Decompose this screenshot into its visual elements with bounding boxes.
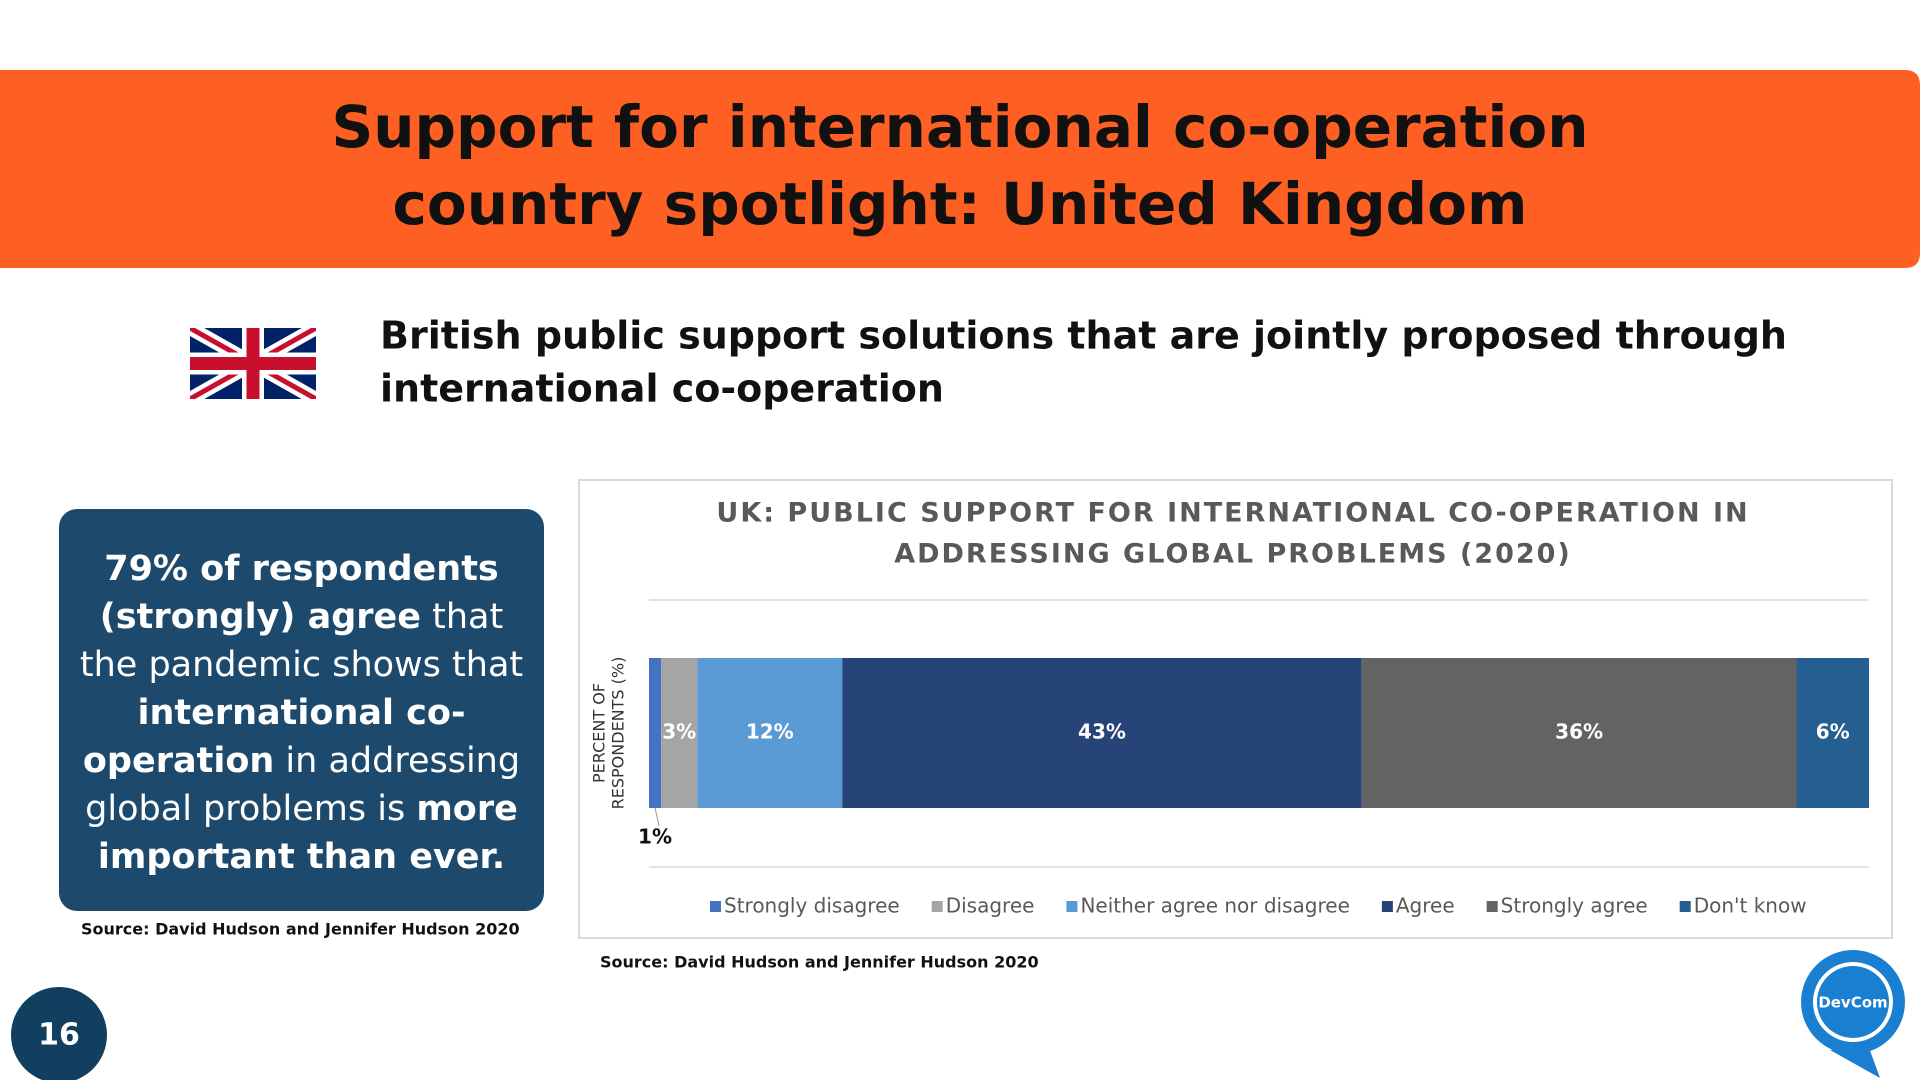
logo: DevCom — [1801, 950, 1905, 1078]
legend-label: Agree — [1396, 894, 1455, 918]
source: Source: David Hudson and Jennifer Hudson… — [81, 920, 520, 939]
callout-text: more important than ever. — [97, 789, 518, 877]
legend-label: Strongly disagree — [724, 894, 900, 918]
y-axis-label: PERCENT OF — [590, 683, 609, 783]
chart-title: UK: PUBLIC SUPPORT FOR INTERNATIONAL CO-… — [716, 498, 1749, 529]
legend-label: Disagree — [946, 894, 1035, 918]
data-label: 12% — [746, 720, 794, 744]
bar-segment — [1361, 658, 1797, 808]
slide-title: country spotlight: United Kingdom — [393, 170, 1528, 238]
bar-segment — [649, 658, 662, 808]
legend-label: Strongly agree — [1501, 894, 1648, 918]
subtitle: British public support solutions that ar… — [380, 314, 1787, 358]
callout-text: international co-operation — [82, 693, 466, 781]
header-band — [0, 70, 1920, 268]
data-label: 43% — [1078, 720, 1126, 744]
logo-text: DevCom — [1818, 994, 1887, 1012]
bar-segment — [697, 658, 843, 808]
page-badge — [11, 987, 107, 1080]
page-number: 16 — [38, 1018, 80, 1053]
data-label: 6% — [1816, 720, 1850, 744]
uk-flag — [190, 328, 316, 399]
subtitle: international co-operation — [380, 367, 944, 411]
legend-label: Don't know — [1694, 894, 1807, 918]
bar-segment — [842, 658, 1362, 808]
callout-text: that the pandemic shows that — [79, 597, 524, 685]
callout: 79% of respondents (strongly) agree that… — [59, 509, 544, 911]
chart-title: ADDRESSING GLOBAL PROBLEMS (2020) — [894, 539, 1572, 570]
y-axis-label: RESPONDENTS (%) — [609, 657, 628, 810]
data-label: 3% — [662, 720, 696, 744]
data-label: 36% — [1555, 720, 1603, 744]
callout-text: 79% of respondents (strongly) agree — [99, 549, 499, 637]
legend-marker — [931, 901, 943, 912]
legend-marker — [1066, 901, 1078, 912]
bar-segment — [1796, 658, 1869, 808]
slide-title: Support for international co-operation — [331, 93, 1588, 161]
legend-marker — [710, 901, 721, 912]
source: Source: David Hudson and Jennifer Hudson… — [600, 953, 1039, 972]
legend-marker — [1486, 901, 1498, 912]
leader-line — [654, 807, 660, 827]
callout-text: in addressing global problems is — [85, 741, 521, 829]
legend-label: Neither agree nor disagree — [1080, 894, 1349, 918]
data-label: 1% — [638, 825, 672, 849]
legend-marker — [1679, 901, 1691, 912]
bar-segment — [661, 658, 698, 808]
legend-marker — [1381, 901, 1393, 912]
